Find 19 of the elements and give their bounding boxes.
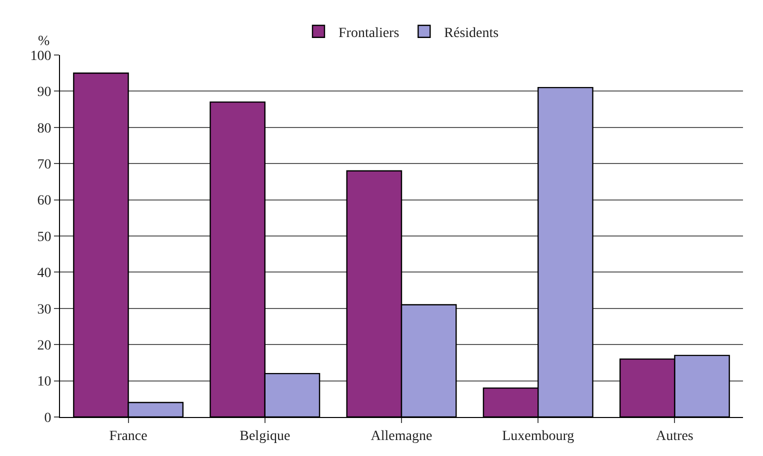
y-tick-label: 40 xyxy=(37,266,52,282)
y-tick-label: 80 xyxy=(37,121,52,136)
y-tick-label: 70 xyxy=(37,158,52,172)
x-tick-label: Luxembourg xyxy=(502,428,574,444)
x-tick-label: Allemagne xyxy=(370,428,432,444)
y-axis-title: % xyxy=(38,34,50,49)
legend-label: Résidents xyxy=(444,26,499,41)
y-tick-label: 90 xyxy=(37,85,52,100)
x-tick-label: Autres xyxy=(656,428,694,444)
y-tick-label: 60 xyxy=(37,194,52,209)
y-tick-label: 0 xyxy=(44,410,52,426)
legend-label: Frontaliers xyxy=(338,26,400,41)
y-tick-label: 20 xyxy=(37,338,52,354)
y-tick-label: 30 xyxy=(37,302,52,318)
y-tick-label: 100 xyxy=(30,48,52,64)
y-tick-label: 10 xyxy=(37,374,52,390)
x-tick-label: France xyxy=(109,428,148,444)
x-tick-label: Belgique xyxy=(240,428,290,444)
y-tick-label: 50 xyxy=(37,230,52,245)
